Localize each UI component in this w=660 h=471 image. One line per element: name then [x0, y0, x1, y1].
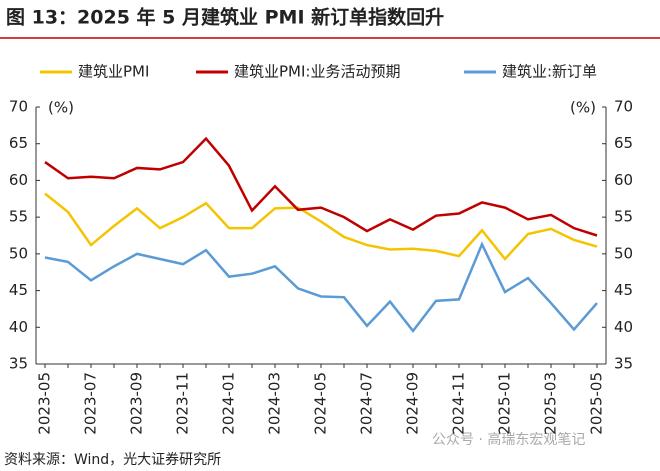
y2-tick-label: 35 — [614, 355, 633, 373]
y2-tick-label: 60 — [614, 171, 633, 189]
y-tick-label: 35 — [9, 355, 28, 373]
line-series — [44, 136, 598, 237]
legend-label: 建筑业:新订单 — [502, 63, 597, 81]
y-tick-label: 70 — [9, 98, 28, 116]
x-tick-label: 2025-03 — [542, 372, 560, 435]
line-series — [44, 241, 598, 334]
y-tick-label: 40 — [9, 318, 28, 336]
x-tick-label: 2024-07 — [358, 372, 376, 435]
y-tick-label: 45 — [9, 281, 28, 299]
y2-tick-label: 45 — [614, 281, 633, 299]
x-tick-label: 2025-01 — [496, 372, 514, 435]
watermark: 公众号 · 高瑞东宏观笔记 — [432, 431, 585, 448]
y-unit-right: (%) — [570, 99, 596, 117]
y2-tick-label: 55 — [614, 208, 633, 226]
x-tick-label: 2023-09 — [128, 372, 146, 435]
x-tick-label: 2024-11 — [450, 372, 468, 435]
x-tick-label: 2025-05 — [588, 372, 606, 435]
x-tick-label: 2023-05 — [36, 372, 54, 435]
legend-label: 建筑业PMI:业务活动预期 — [234, 63, 400, 81]
x-tick-label: 2024-03 — [266, 372, 284, 435]
line-series — [44, 192, 598, 261]
x-tick-label: 2024-01 — [220, 372, 238, 435]
y-tick-label: 55 — [9, 208, 28, 226]
y-tick-label: 65 — [9, 134, 28, 152]
x-tick-label: 2023-11 — [174, 372, 192, 435]
y-tick-label: 50 — [9, 244, 28, 262]
y2-tick-label: 70 — [614, 98, 633, 116]
source: 资料来源：Wind，光大证券研究所 — [4, 452, 221, 468]
y-tick-label: 60 — [9, 171, 28, 189]
chart-title: 图 13：2025 年 5 月建筑业 PMI 新订单指数回升 — [6, 6, 444, 29]
x-tick-label: 2024-09 — [404, 372, 422, 435]
y2-tick-label: 65 — [614, 134, 633, 152]
legend-label: 建筑业PMI — [78, 63, 149, 81]
x-tick-label: 2023-07 — [82, 372, 100, 435]
y2-tick-label: 40 — [614, 318, 633, 336]
y2-tick-label: 50 — [614, 244, 633, 262]
x-tick-label: 2024-05 — [312, 372, 330, 435]
y-unit-left: (%) — [48, 99, 74, 117]
